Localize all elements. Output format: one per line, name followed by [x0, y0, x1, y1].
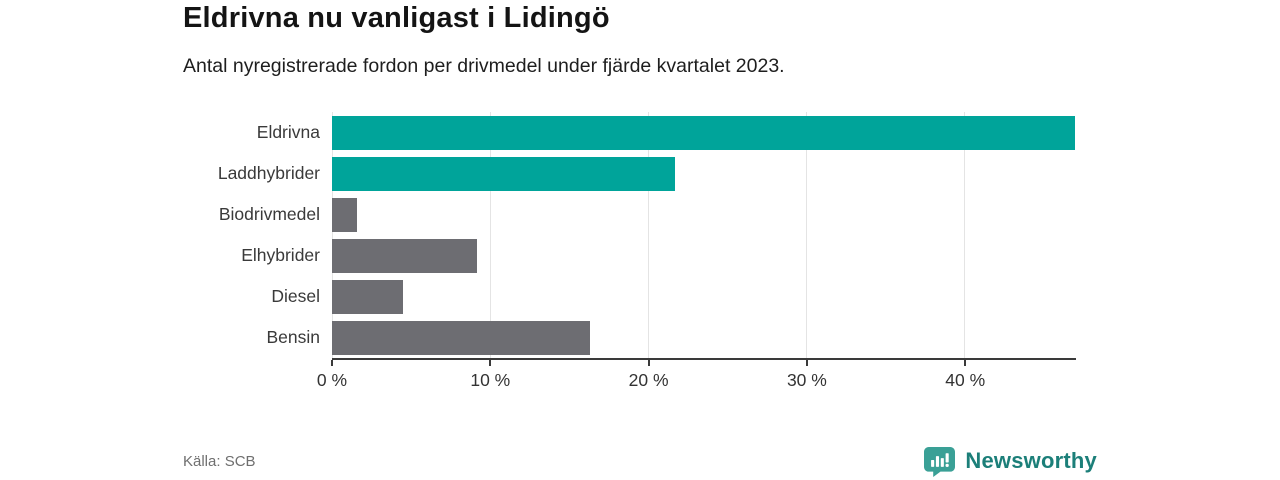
- category-label: Elhybrider: [241, 245, 320, 265]
- bar-bensin: [332, 320, 590, 355]
- newsworthy-pin-barchart-icon: [924, 446, 956, 477]
- x-axis-tick-label: 40 %: [945, 370, 986, 390]
- x-axis-tick-label: 30 %: [786, 370, 827, 390]
- plot-area: [332, 112, 1075, 358]
- bar-laddhybrider: [332, 156, 676, 191]
- x-axis-tick: [805, 360, 808, 366]
- gridline: [648, 112, 650, 358]
- chart-title: Eldrivna nu vanligast i Lidingö: [183, 2, 610, 34]
- brand-wordmark: Newsworthy: [965, 448, 1097, 473]
- x-axis-tick: [964, 360, 967, 366]
- bar-series: [332, 112, 1075, 358]
- category-label: Diesel: [271, 286, 320, 306]
- bar-diesel: [332, 279, 404, 314]
- bar-biodrivmedel: [332, 197, 358, 232]
- x-axis-tick: [489, 360, 492, 366]
- bar-elhybrider: [332, 238, 478, 273]
- bar-eldrivna: [332, 115, 1075, 150]
- bar-row: [332, 276, 1075, 317]
- source-note: Källa: SCB: [183, 452, 256, 470]
- category-label: Bensin: [266, 327, 320, 347]
- x-axis-line: [332, 358, 1076, 360]
- footer: Källa: SCB Newsworthy: [183, 444, 1097, 478]
- bar-row: [332, 235, 1075, 276]
- bar-row: [332, 317, 1075, 358]
- x-axis-tick: [647, 360, 650, 366]
- brand-logo: Newsworthy: [923, 446, 1097, 477]
- gridline: [490, 112, 492, 358]
- bar-row: [332, 194, 1075, 235]
- x-axis-tick-label: 0 %: [316, 370, 348, 390]
- gridline: [332, 112, 333, 358]
- category-axis-labels: Eldrivna Laddhybrider Biodrivmedel Elhybrid…: [0, 112, 320, 358]
- bar-row: [332, 112, 1075, 153]
- category-label: Biodrivmedel: [218, 204, 320, 224]
- x-axis-tick-label: 20 %: [628, 370, 669, 390]
- category-label: Eldrivna: [256, 122, 320, 142]
- x-axis: 0 % 10 % 20 % 30 % 40 %: [317, 358, 1076, 398]
- x-axis-tick-label: 10 %: [470, 370, 511, 390]
- chart-subtitle: Antal nyregistrerade fordon per drivmede…: [183, 55, 785, 77]
- gridline: [964, 112, 966, 358]
- category-label: Laddhybrider: [217, 163, 320, 183]
- gridline: [806, 112, 808, 358]
- bar-row: [332, 153, 1075, 194]
- x-axis-tick: [331, 360, 333, 366]
